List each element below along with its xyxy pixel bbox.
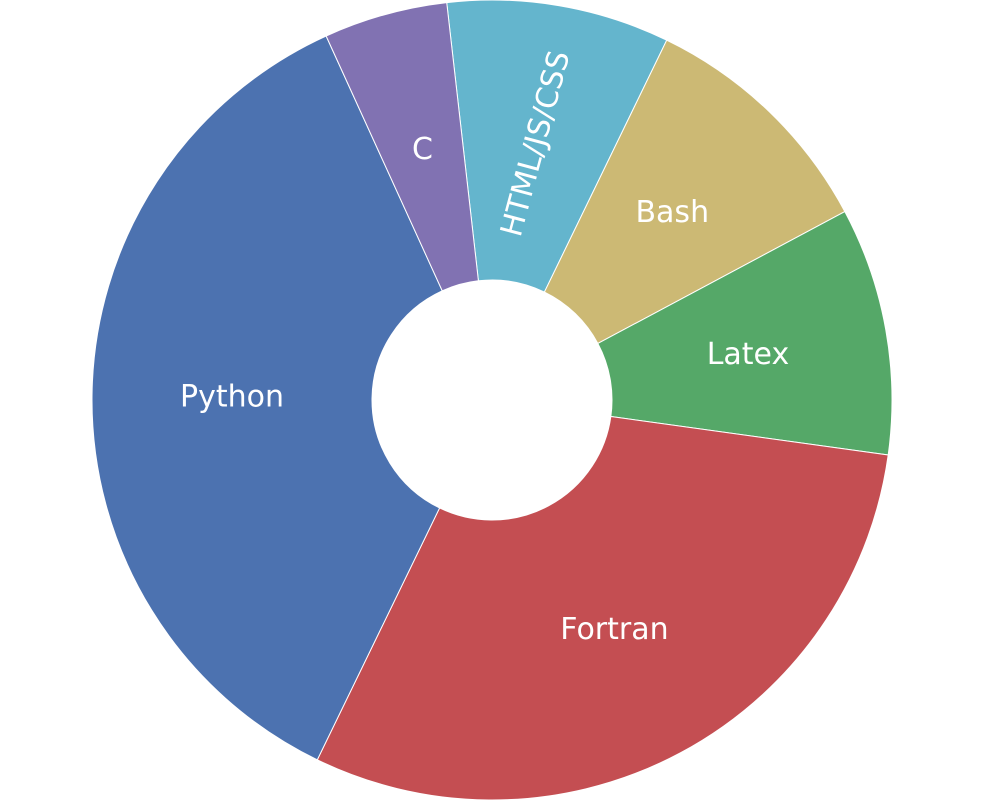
slice-latex [597,210,893,456]
slice-bash [543,39,846,345]
slice-python [91,35,443,761]
slice-c [325,2,479,292]
slice-label-c: C [412,132,433,167]
slice-label-python: Python [180,379,284,414]
slice-html-js-css [446,0,668,293]
slice-label-latex: Latex [707,337,790,372]
slice-label-bash: Bash [635,195,709,230]
slice-fortran [316,415,889,800]
slice-label-fortran: Fortran [560,612,668,647]
